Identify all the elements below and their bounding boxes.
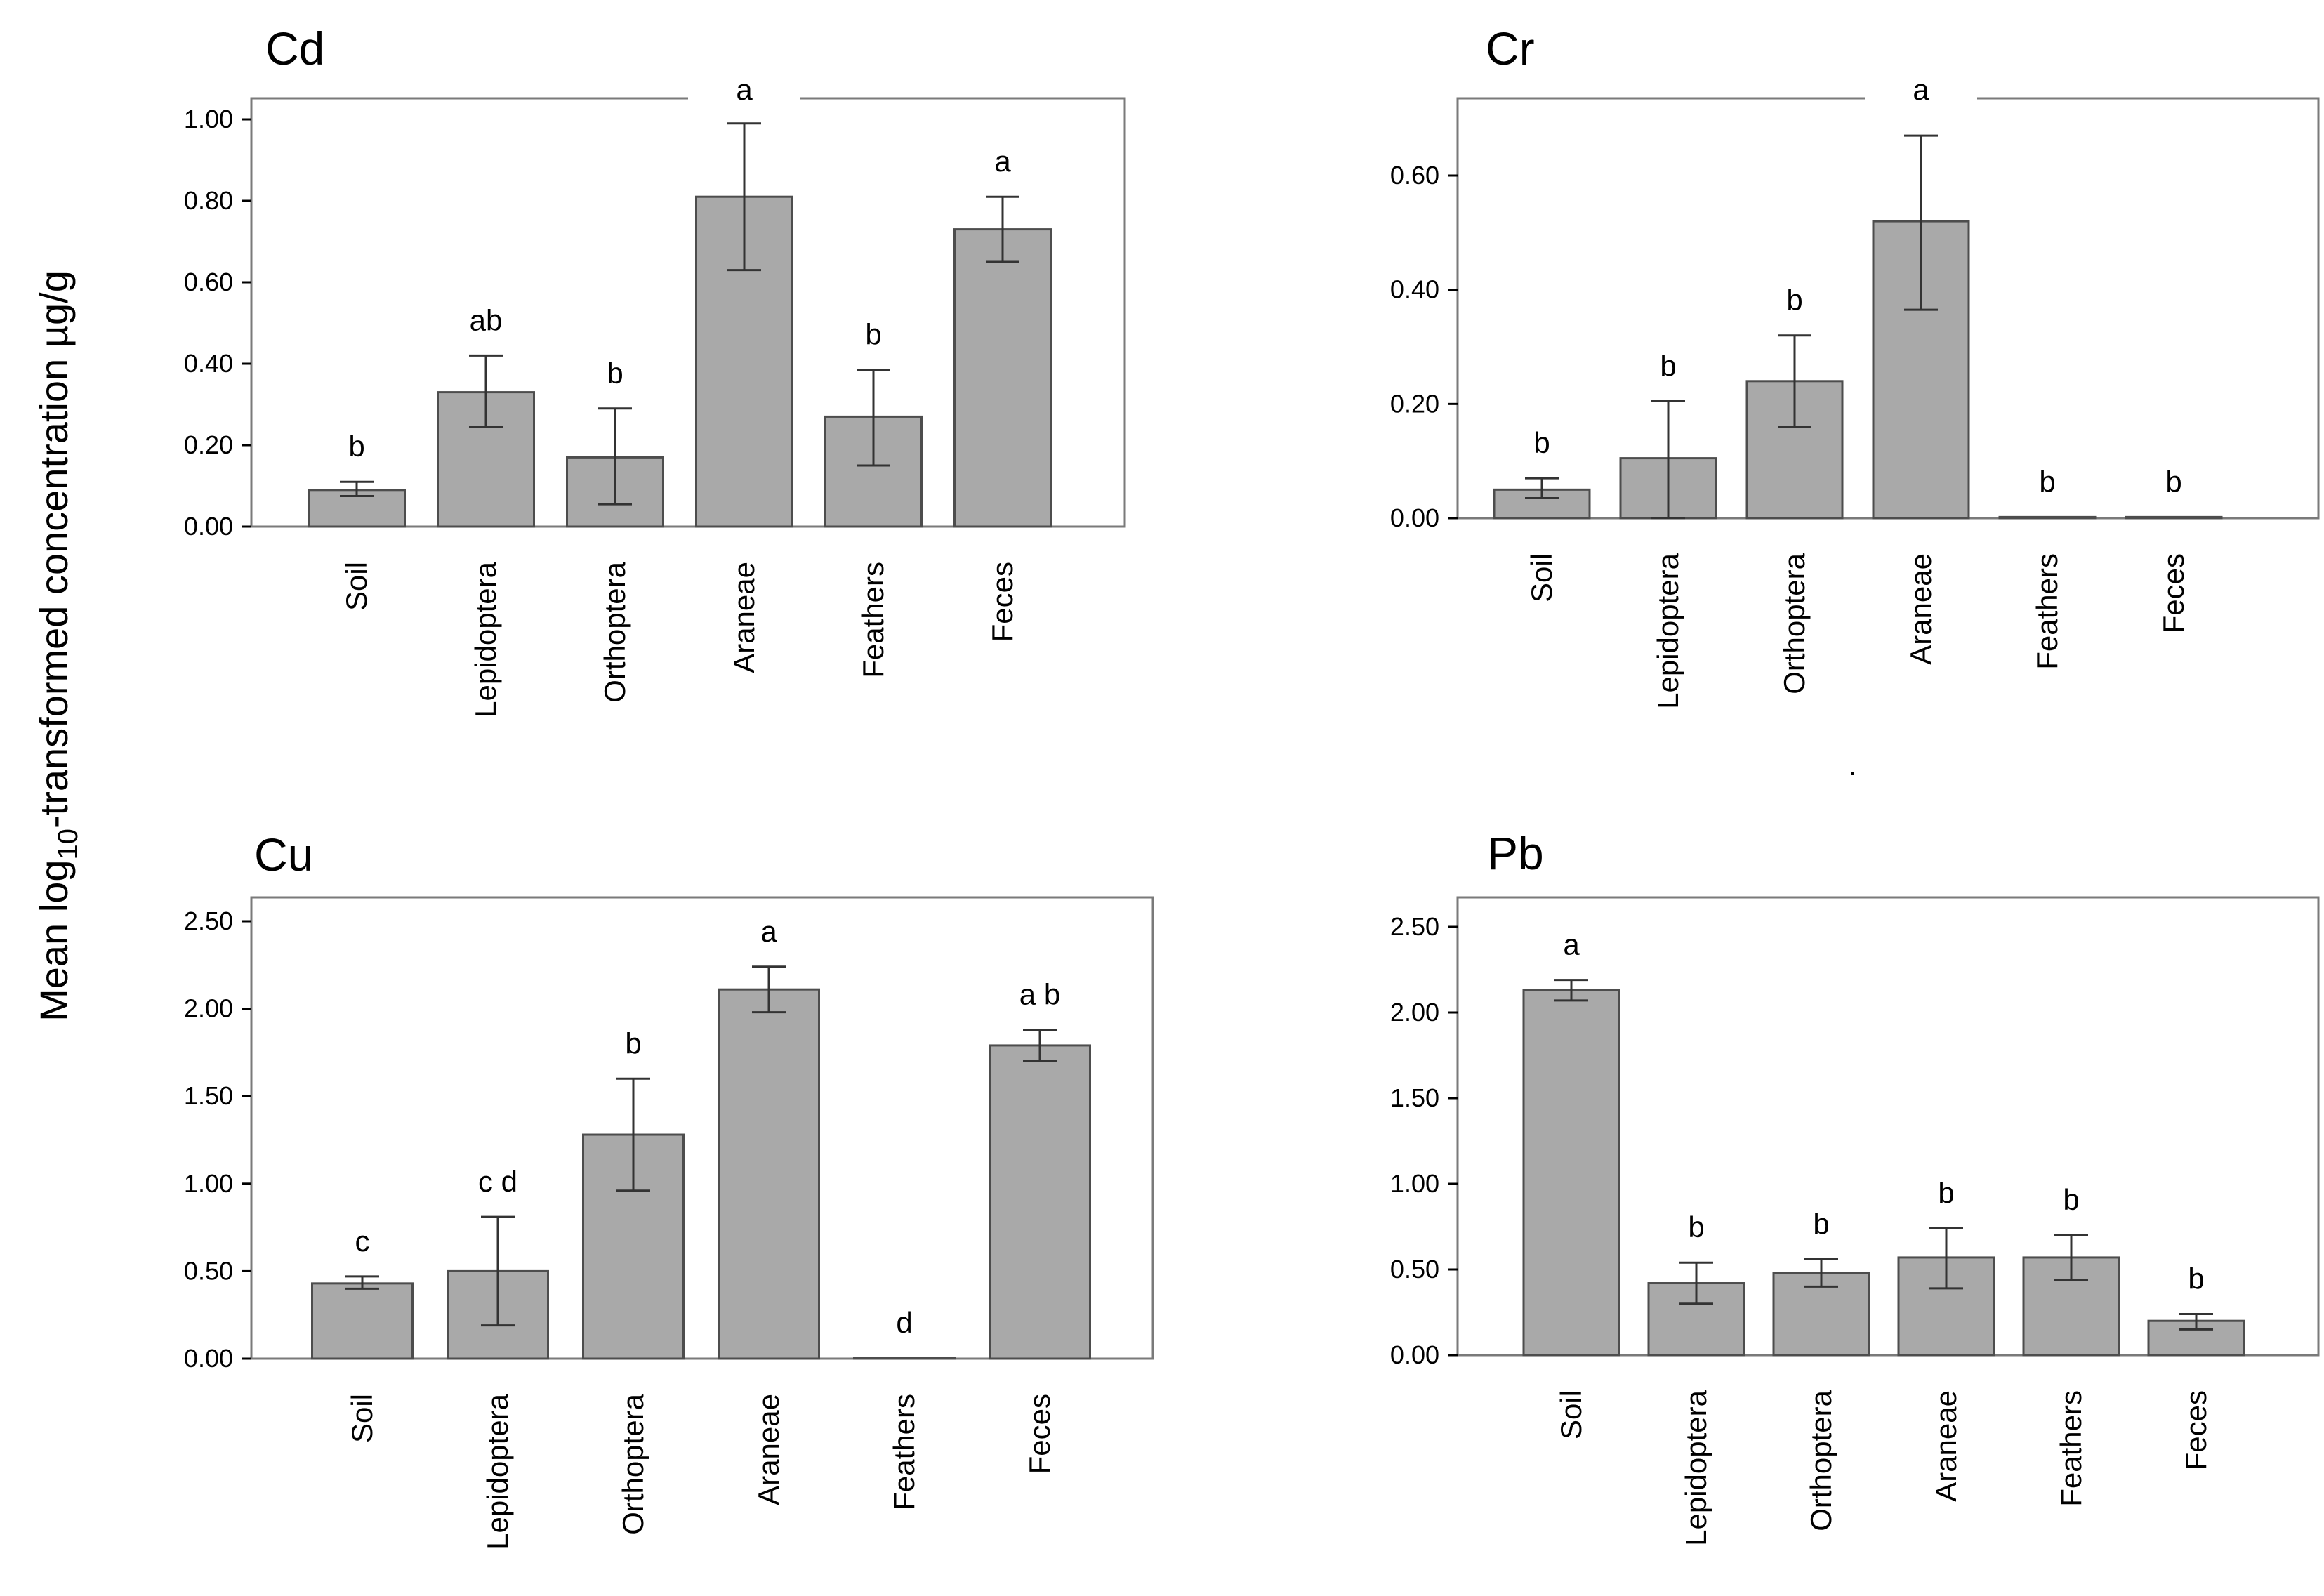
cu-letter-soil: c: [355, 1225, 370, 1258]
cu-bar-araneae: [718, 988, 820, 1360]
cr-title: Cr: [1486, 22, 1535, 74]
cd-title: Cd: [265, 22, 324, 74]
y-axis-label-suffix: -transformed concentration µg/g: [32, 270, 76, 829]
stray-dot: .: [1848, 748, 1856, 782]
cu-letter-feces: a b: [1019, 978, 1060, 1011]
cr-category-label-orthoptera: Orthoptera: [1778, 553, 1811, 694]
cu-ytick-label: 1.50: [184, 1081, 233, 1110]
y-axis-label-subscript: 10: [53, 829, 84, 860]
cr-letter-feathers: b: [2039, 465, 2055, 498]
cu-panel: Cu 0.00 0.50 1.00 1.50 2.00 2.50 c Soil c d Lepido…: [184, 829, 1154, 1550]
pb-bar-soil: [1522, 989, 1620, 1357]
cr-category-label-lepidoptera: Lepidoptera: [1651, 553, 1684, 708]
pb-category-label-feces: Feces: [2179, 1390, 2212, 1470]
pb-letter-araneae: b: [1938, 1176, 1954, 1209]
pb-category-label-lepidoptera: Lepidoptera: [1679, 1390, 1712, 1545]
cr-letter-backing: [1865, 91, 1977, 107]
cd-ytick-label: 0.60: [184, 268, 233, 296]
cu-bar-feathers: [853, 1357, 956, 1360]
cu-plot-frame: [250, 896, 1154, 1360]
cd-ytick-label: 0.40: [184, 349, 233, 378]
cu-ytick-label: 1.00: [184, 1169, 233, 1198]
pb-category-label-feathers: Feathers: [2054, 1390, 2087, 1507]
cd-letter-orthoptera: b: [607, 357, 623, 390]
cr-category-label-araneae: Araneae: [1904, 553, 1937, 665]
cr-category-label-soil: Soil: [1525, 553, 1558, 602]
cd-category-label-araneae: Araneae: [727, 562, 760, 673]
pb-letter-orthoptera: b: [1813, 1207, 1829, 1240]
cd-letter-backing: [688, 91, 800, 107]
cu-title: Cu: [254, 829, 313, 881]
cr-category-label-feathers: Feathers: [2031, 553, 2064, 670]
cd-category-label-lepidoptera: Lepidoptera: [469, 561, 502, 717]
shared-y-axis-label: Mean log10-transformed concentration µg/…: [32, 270, 84, 1022]
cu-letter-lepidoptera: c d: [478, 1165, 517, 1198]
cd-category-label-soil: Soil: [340, 562, 373, 611]
cd-letter-feathers: b: [865, 318, 881, 351]
pb-plot-frame: [1456, 896, 2320, 1357]
cu-ytick-label: 0.50: [184, 1256, 233, 1285]
cu-category-label-feathers: Feathers: [887, 1394, 920, 1510]
cu-ytick-label: 0.00: [184, 1344, 233, 1373]
pb-letter-feathers: b: [2063, 1183, 2079, 1216]
pb-ytick-label: 2.50: [1390, 912, 1439, 941]
cu-letter-araneae: a: [760, 915, 777, 948]
cu-bar-soil: [311, 1282, 414, 1360]
cu-letter-orthoptera: b: [625, 1027, 641, 1060]
cd-category-label-feathers: Feathers: [857, 562, 890, 678]
pb-title: Pb: [1487, 827, 1544, 879]
cr-ytick-label: 0.20: [1390, 389, 1439, 418]
cr-bar-feathers: [1998, 515, 2097, 520]
cu-category-label-lepidoptera: Lepidoptera: [481, 1393, 514, 1549]
cr-letter-orthoptera: b: [1786, 284, 1802, 317]
cd-letter-soil: b: [348, 430, 364, 463]
pb-panel: Pb 0.00 0.50 1.00 1.50 2.00 2.50 a Soil b Lepidopt…: [1390, 827, 2320, 1546]
cu-bar-feces: [989, 1044, 1091, 1360]
cu-category-label-araneae: Araneae: [752, 1394, 785, 1505]
cr-letter-lepidoptera: b: [1660, 349, 1676, 382]
cr-category-label-feces: Feces: [2157, 553, 2190, 633]
cu-ytick-label: 2.00: [184, 994, 233, 1023]
cd-ytick-label: 0.80: [184, 186, 233, 215]
cu-letter-feathers: d: [896, 1306, 912, 1339]
cd-letter-feces: a: [994, 145, 1011, 178]
pb-letter-lepidoptera: b: [1688, 1211, 1704, 1244]
pb-ytick-label: 2.00: [1390, 998, 1439, 1027]
cd-letter-lepidoptera: ab: [470, 303, 503, 336]
pb-ytick-label: 0.00: [1390, 1340, 1439, 1369]
pb-letter-feces: b: [2188, 1262, 2204, 1295]
pb-category-label-orthoptera: Orthoptera: [1804, 1390, 1837, 1531]
pb-ytick-label: 1.00: [1390, 1169, 1439, 1198]
cd-category-label-orthoptera: Orthoptera: [598, 561, 631, 702]
cu-category-label-feces: Feces: [1023, 1394, 1056, 1474]
cr-panel: Cr 0.00 0.20 0.40 0.60 b Soil b Lepidoptera b Orth…: [1390, 22, 2320, 709]
pb-category-label-soil: Soil: [1554, 1390, 1587, 1439]
y-axis-label-prefix: Mean log: [32, 860, 76, 1022]
cd-letter-araneae: a: [736, 73, 753, 106]
cr-letter-araneae: a: [1913, 73, 1929, 106]
pb-ytick-label: 1.50: [1390, 1083, 1439, 1112]
cd-panel: Cd0.000.200.400.600.801.00bSoilabLepidop…: [184, 22, 1126, 718]
cu-category-label-orthoptera: Orthoptera: [616, 1393, 649, 1534]
cr-letter-feces: b: [2165, 465, 2181, 498]
cr-letter-soil: b: [1533, 426, 1550, 459]
cr-ytick-label: 0.00: [1390, 503, 1439, 532]
cr-ytick-label: 0.60: [1390, 161, 1439, 190]
cd-ytick-label: 0.00: [184, 512, 233, 541]
cr-bar-soil: [1493, 488, 1591, 520]
cd-ytick-label: 0.20: [184, 430, 233, 459]
cd-ytick-label: 1.00: [184, 105, 233, 133]
cu-category-label-soil: Soil: [345, 1394, 378, 1443]
cd-bar-feces: [953, 228, 1052, 528]
cr-ytick-label: 0.40: [1390, 275, 1439, 304]
pb-category-label-araneae: Araneae: [1929, 1390, 1962, 1502]
pb-letter-soil: a: [1563, 928, 1580, 961]
cd-category-label-feces: Feces: [986, 562, 1019, 642]
cu-ytick-label: 2.50: [184, 906, 233, 935]
pb-ytick-label: 0.50: [1390, 1255, 1439, 1284]
cr-bar-feces: [2125, 515, 2223, 520]
